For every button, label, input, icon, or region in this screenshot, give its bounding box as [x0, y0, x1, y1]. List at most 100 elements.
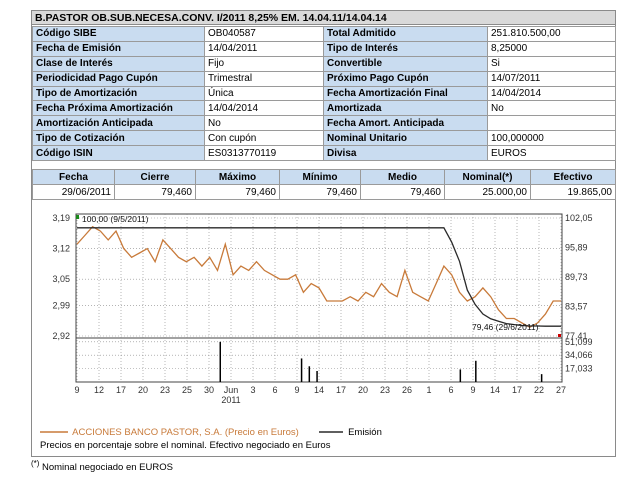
price-series-line [76, 225, 561, 329]
bond-title: B.PASTOR OB.SUB.NECESA.CONV. I/2011 8,25… [32, 11, 615, 25]
info-value: OB040587 [204, 26, 324, 42]
info-value: EUROS [487, 145, 616, 162]
info-value: Única [204, 85, 324, 102]
info-value: 14/07/2011 [487, 70, 616, 87]
high-marker [76, 215, 79, 219]
legend-emission-label: Emisión [348, 427, 382, 438]
quote-value: 79,460 [279, 184, 361, 200]
legend-price-swatch [40, 431, 68, 434]
x-tick-label: Jun [224, 385, 239, 395]
info-value: 100,000000 [487, 130, 616, 147]
info-row: Tipo de Amortización Única Fecha Amortizac… [32, 85, 616, 102]
info-value: 14/04/2014 [204, 100, 324, 117]
footnote-mark: (*) [31, 459, 40, 468]
quote-value: 29/06/2011 [32, 184, 115, 200]
price-chart-svg: 3,19 3,12 3,05 2,99 2,92 102,05 95,89 89,73 83,5… [52, 213, 593, 405]
bond-info-panel: B.PASTOR OB.SUB.NECESA.CONV. I/2011 8,25… [31, 10, 616, 457]
x-tick-label: 14 [314, 385, 324, 395]
info-value: 251.810.500,00 [487, 26, 616, 42]
info-label: Fecha Amortización Final [323, 85, 488, 102]
volume-tick-label: 17,033 [565, 364, 593, 374]
x-tick-label: 9 [294, 385, 299, 395]
high-annotation: 100,00 (9/5/2011) [82, 214, 149, 224]
right-tick-label: 89,73 [565, 272, 588, 282]
legend-note: Precios en porcentaje sobre el nominal. … [40, 440, 331, 451]
info-value: Trimestral [204, 70, 324, 87]
right-tick-label: 77,41 [565, 331, 588, 341]
info-label: Tipo de Interés [323, 40, 488, 57]
legend-price-label: ACCIONES BANCO PASTOR, S.A. (Precio en E… [72, 427, 299, 438]
info-row: Fecha de Emisión 14/04/2011 Tipo de Interé… [32, 40, 616, 57]
x-tick-label: 26 [402, 385, 412, 395]
x-tick-label: 17 [116, 385, 126, 395]
low-marker [558, 334, 561, 337]
x-tick-label: 22 [534, 385, 544, 395]
quote-header: Nominal(*) [444, 169, 531, 185]
left-tick-label: 2,92 [52, 331, 70, 341]
x-tick-label: 1 [426, 385, 431, 395]
price-chart: 3,19 3,12 3,05 2,99 2,92 102,05 95,89 89,73 83,5… [32, 206, 615, 424]
right-tick-label: 95,89 [565, 243, 588, 253]
x-tick-label: 14 [490, 385, 500, 395]
info-value [487, 115, 616, 132]
info-row: Clase de Interés Fijo Convertible Si [32, 55, 616, 72]
info-value: 8,25000 [487, 40, 616, 57]
info-label: Próximo Pago Cupón [323, 70, 488, 87]
info-label: Amortizada [323, 100, 488, 117]
info-label: Amortización Anticipada [32, 115, 205, 132]
info-value: ES0313770119 [204, 145, 324, 162]
info-value: No [204, 115, 324, 132]
x-tick-sublabel: 2011 [221, 395, 240, 405]
quote-header: Máximo [195, 169, 280, 185]
x-tick-label: 6 [272, 385, 277, 395]
quote-value: 25.000,00 [444, 184, 531, 200]
x-tick-label: 27 [556, 385, 566, 395]
info-label: Clase de Interés [32, 55, 205, 72]
info-label: Código SIBE [32, 26, 205, 42]
info-row: Periodicidad Pago Cupón Trimestral Próximo… [32, 70, 616, 87]
quote-header: Mínimo [279, 169, 361, 185]
quote-header: Efectivo [530, 169, 616, 185]
info-row: Código SIBE OB040587 Total Admitido 251.810… [32, 26, 616, 42]
x-tick-label: 23 [380, 385, 390, 395]
x-tick-label: 9 [74, 385, 79, 395]
x-tick-label: 3 [250, 385, 255, 395]
info-value: 14/04/2011 [204, 40, 324, 57]
x-tick-label: 9 [470, 385, 475, 395]
x-tick-label: 30 [204, 385, 214, 395]
info-label: Divisa [323, 145, 488, 162]
left-tick-label: 3,05 [52, 274, 70, 284]
x-tick-label: 20 [358, 385, 368, 395]
info-value: Fijo [204, 55, 324, 72]
left-tick-label: 3,19 [52, 213, 70, 223]
left-tick-label: 2,99 [52, 300, 70, 310]
emission-series-line [77, 227, 561, 327]
right-tick-label: 83,57 [565, 302, 588, 312]
info-row: Fecha Próxima Amortización 14/04/2014 Amor… [32, 100, 616, 117]
info-label: Fecha Próxima Amortización [32, 100, 205, 117]
quote-header: Medio [360, 169, 445, 185]
right-tick-label: 102,05 [565, 213, 593, 223]
x-tick-label: 6 [448, 385, 453, 395]
footnote-text: Nominal negociado en EUROS [41, 462, 173, 474]
x-tick-label: 12 [94, 385, 104, 395]
x-tick-label: 25 [182, 385, 192, 395]
info-row: Tipo de Cotización Con cupón Nominal Unita… [32, 130, 616, 147]
info-value: Con cupón [204, 130, 324, 147]
info-label: Convertible [323, 55, 488, 72]
quote-value: 79,460 [114, 184, 196, 200]
x-tick-label: 20 [138, 385, 148, 395]
info-row: Amortización Anticipada No Fecha Amort. An… [32, 115, 616, 132]
quote-table: Fecha Cierre Máximo Mínimo Medio Nominal(*) Ef… [32, 169, 616, 200]
volume-tick-label: 34,066 [565, 350, 593, 360]
info-label: Tipo de Amortización [32, 85, 205, 102]
x-tick-label: 17 [336, 385, 346, 395]
info-value: Si [487, 55, 616, 72]
info-label: Fecha Amort. Anticipada [323, 115, 488, 132]
x-tick-label: 23 [160, 385, 170, 395]
info-label: Nominal Unitario [323, 130, 488, 147]
quote-header: Cierre [114, 169, 196, 185]
left-tick-label: 3,12 [52, 244, 70, 254]
info-value: No [487, 100, 616, 117]
info-label: Periodicidad Pago Cupón [32, 70, 205, 87]
